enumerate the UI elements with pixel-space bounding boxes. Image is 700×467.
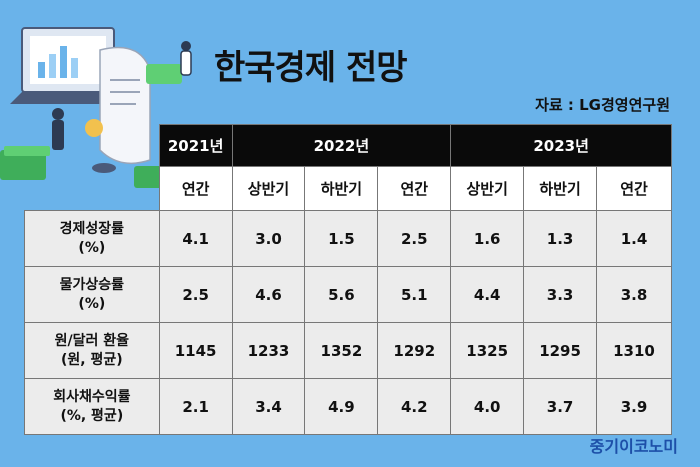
- period-header-row: 연간 상반기 하반기 연간 상반기 하반기 연간: [24, 166, 672, 211]
- table-cell: 1295: [523, 322, 598, 379]
- year-header-2022: 2022년: [231, 124, 452, 167]
- period-header: 연간: [596, 166, 672, 211]
- row-label: 원/달러 환율 (원, 평균): [24, 322, 160, 379]
- table-cell: 1.5: [304, 210, 379, 267]
- table-cell: 4.2: [377, 378, 452, 435]
- table-cell: 5.1: [377, 266, 452, 323]
- row-label: 물가상승률 (%): [24, 266, 160, 323]
- table-cell: 1310: [596, 322, 672, 379]
- table-row: 물가상승률 (%) 2.5 4.6 5.6 5.1 4.4 3.3 3.8: [24, 266, 672, 323]
- period-header: 상반기: [450, 166, 525, 211]
- forecast-table: 2021년 2022년 2023년 연간 상반기 하반기 연간 상반기 하반기 …: [24, 124, 672, 435]
- table-cell: 3.7: [523, 378, 598, 435]
- row-label-main: 경제성장률: [59, 220, 125, 237]
- period-header: 하반기: [523, 166, 598, 211]
- year-header-row: 2021년 2022년 2023년: [25, 124, 672, 167]
- table-cell: 2.5: [377, 210, 452, 267]
- table-cell: 4.0: [450, 378, 525, 435]
- table-row: 경제성장률 (%) 4.1 3.0 1.5 2.5 1.6 1.3 1.4: [24, 210, 672, 267]
- row-label-main: 물가상승률: [59, 276, 125, 293]
- table-cell: 3.9: [596, 378, 672, 435]
- table-cell: 1292: [377, 322, 452, 379]
- period-header: 연간: [377, 166, 452, 211]
- row-label-unit: (%, 평균): [60, 407, 124, 424]
- row-label-unit: (원, 평균): [61, 351, 123, 368]
- table-cell: 2.5: [158, 266, 233, 323]
- row-label-main: 원/달러 환율: [54, 332, 130, 349]
- table-cell: 5.6: [304, 266, 379, 323]
- row-label-unit: (%): [78, 239, 106, 256]
- table-cell: 3.0: [231, 210, 306, 267]
- period-header: 연간: [158, 166, 233, 211]
- table-cell: 4.6: [231, 266, 306, 323]
- table-cell: 1.4: [596, 210, 672, 267]
- table-row: 원/달러 환율 (원, 평균) 1145 1233 1352 1292 1325…: [24, 322, 672, 379]
- corner-cell: [24, 166, 160, 211]
- period-header: 하반기: [304, 166, 379, 211]
- row-label: 경제성장률 (%): [24, 210, 160, 267]
- year-header-2021: 2021년: [158, 124, 233, 167]
- corner-cell: [25, 125, 160, 167]
- period-header: 상반기: [231, 166, 306, 211]
- table-cell: 1.6: [450, 210, 525, 267]
- page-title: 한국경제 전망: [214, 48, 408, 88]
- table-cell: 2.1: [158, 378, 233, 435]
- brand-logo-text: 중기이코노미: [589, 437, 678, 456]
- source-caption: 자료 : LG경영연구원: [535, 96, 670, 114]
- table-cell: 1.3: [523, 210, 598, 267]
- table-cell: 1325: [450, 322, 525, 379]
- economy-illustration: [0, 27, 192, 188]
- table-row: 회사채수익률 (%, 평균) 2.1 3.4 4.9 4.2 4.0 3.7 3…: [24, 378, 672, 435]
- table-cell: 4.1: [158, 210, 233, 267]
- row-label-unit: (%): [78, 295, 106, 312]
- row-label-main: 회사채수익률: [53, 388, 131, 405]
- table-cell: 3.3: [523, 266, 598, 323]
- row-label: 회사채수익률 (%, 평균): [24, 378, 160, 435]
- year-header-2023: 2023년: [450, 124, 672, 167]
- table-cell: 1145: [158, 322, 233, 379]
- table-cell: 1352: [304, 322, 379, 379]
- table-cell: 1233: [231, 322, 306, 379]
- table-cell: 4.4: [450, 266, 525, 323]
- table-cell: 3.8: [596, 266, 672, 323]
- table-cell: 3.4: [231, 378, 306, 435]
- table-cell: 4.9: [304, 378, 379, 435]
